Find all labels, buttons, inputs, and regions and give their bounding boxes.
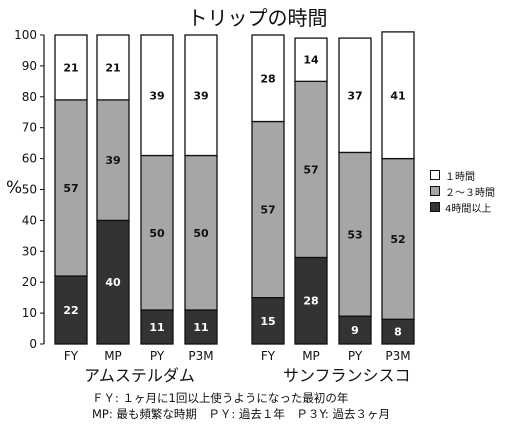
bar-value-label-7-0: 8 bbox=[394, 326, 402, 339]
bar-value-label-2-2: 39 bbox=[149, 89, 164, 102]
y-tick-label-0: 0 bbox=[29, 337, 37, 351]
bar-segment-4-1 bbox=[251, 120, 285, 299]
y-tick-label-100: 100 bbox=[14, 28, 37, 42]
y-tick-label-40: 40 bbox=[22, 213, 37, 227]
x-category-label-5: MP bbox=[302, 349, 320, 363]
group-label-amsterdam: アムステルダム bbox=[84, 366, 195, 385]
legend-label-2-3h: ２～３時間 bbox=[445, 187, 495, 199]
bar-segment-4-0 bbox=[251, 296, 285, 345]
bar-segment-3-0 bbox=[184, 309, 218, 345]
bar-segment-6-0 bbox=[338, 315, 372, 345]
y-tick-label-70: 70 bbox=[22, 121, 37, 135]
bar-segment-7-2 bbox=[381, 31, 415, 160]
bar-value-label-0-0: 22 bbox=[63, 304, 78, 317]
bar-segment-0-0 bbox=[54, 275, 88, 345]
y-tick-label-80: 80 bbox=[22, 90, 37, 104]
y-axis-label: % bbox=[6, 178, 23, 198]
legend: １時間 ２～３時間 4時間以上 bbox=[430, 167, 495, 215]
legend-item-4h-plus: 4時間以上 bbox=[430, 199, 495, 215]
legend-label-1h: １時間 bbox=[445, 171, 475, 183]
bar-value-label-5-1: 57 bbox=[303, 163, 318, 176]
bar-value-label-2-1: 50 bbox=[149, 227, 165, 240]
bar-value-label-1-0: 40 bbox=[105, 276, 121, 289]
note-abbrev: MP: 最も頻繁な時期 ＰＹ: 過去１年 Ｐ３Y: 過去３ヶ月 bbox=[92, 407, 390, 421]
x-category-label-3: P3M bbox=[188, 349, 213, 363]
x-category-label-0: FY bbox=[64, 349, 79, 363]
bar-segment-7-1 bbox=[381, 157, 415, 320]
bar-segment-2-2 bbox=[140, 34, 174, 157]
y-tick-label-60: 60 bbox=[22, 152, 37, 166]
bar-segment-7-0 bbox=[381, 318, 415, 345]
group-label-san-francisco: サンフランシスコ bbox=[283, 366, 411, 385]
legend-swatch-4h-plus bbox=[430, 202, 440, 212]
legend-label-4h-plus: 4時間以上 bbox=[445, 203, 492, 215]
bar-value-label-4-0: 15 bbox=[260, 315, 275, 328]
bar-value-label-7-1: 52 bbox=[390, 233, 405, 246]
x-category-label-1: MP bbox=[104, 349, 122, 363]
bar-value-label-4-2: 28 bbox=[260, 72, 275, 85]
bar-value-label-6-0: 9 bbox=[351, 324, 359, 337]
legend-swatch-2-3h bbox=[430, 186, 440, 196]
bar-segment-5-2 bbox=[294, 37, 328, 82]
legend-swatch-1h bbox=[430, 170, 440, 180]
x-category-label-4: FY bbox=[261, 349, 276, 363]
x-category-label-2: PY bbox=[150, 349, 165, 363]
y-tick-label-90: 90 bbox=[22, 59, 37, 73]
bar-segment-2-1 bbox=[140, 154, 174, 311]
bar-segment-4-2 bbox=[251, 34, 285, 123]
bar-value-label-7-2: 41 bbox=[390, 89, 405, 102]
bar-value-label-3-0: 11 bbox=[193, 321, 208, 334]
bar-segment-0-1 bbox=[54, 99, 88, 277]
bar-segment-0-2 bbox=[54, 34, 88, 101]
bar-value-label-2-0: 11 bbox=[149, 321, 164, 334]
y-tick-label-10: 10 bbox=[22, 306, 37, 320]
legend-item-2-3h: ２～３時間 bbox=[430, 183, 495, 199]
bar-segment-1-0 bbox=[96, 219, 130, 345]
bar-segment-6-1 bbox=[338, 151, 372, 317]
bar-value-label-1-1: 39 bbox=[105, 154, 120, 167]
x-category-label-6: PY bbox=[348, 349, 363, 363]
y-tick-label-30: 30 bbox=[22, 244, 37, 258]
bar-value-label-5-2: 14 bbox=[303, 54, 319, 67]
bar-value-label-3-2: 39 bbox=[193, 89, 208, 102]
bar-value-label-0-2: 21 bbox=[63, 61, 78, 74]
bar-value-label-6-2: 37 bbox=[347, 89, 362, 102]
note-fy: ＦＹ: １ヶ月に1回以上使うようになった最初の年 bbox=[92, 391, 349, 405]
y-tick-label-20: 20 bbox=[22, 275, 37, 289]
bar-value-label-5-0: 28 bbox=[303, 295, 318, 308]
bar-value-label-3-1: 50 bbox=[193, 227, 209, 240]
bar-segment-3-1 bbox=[184, 154, 218, 311]
bar-value-label-6-1: 53 bbox=[347, 228, 362, 241]
x-category-label-7: P3M bbox=[385, 349, 410, 363]
bar-value-label-1-2: 21 bbox=[105, 61, 120, 74]
bar-segment-5-0 bbox=[294, 256, 328, 345]
legend-item-1h: １時間 bbox=[430, 167, 495, 183]
bar-segment-1-2 bbox=[96, 34, 130, 101]
bar-segment-3-2 bbox=[184, 34, 218, 157]
chart-title: トリップの時間 bbox=[187, 6, 328, 30]
bar-value-label-4-1: 57 bbox=[260, 204, 275, 217]
bar-segment-6-2 bbox=[338, 37, 372, 154]
y-tick-label-50: 50 bbox=[22, 183, 37, 197]
bar-value-label-0-1: 57 bbox=[63, 182, 78, 195]
